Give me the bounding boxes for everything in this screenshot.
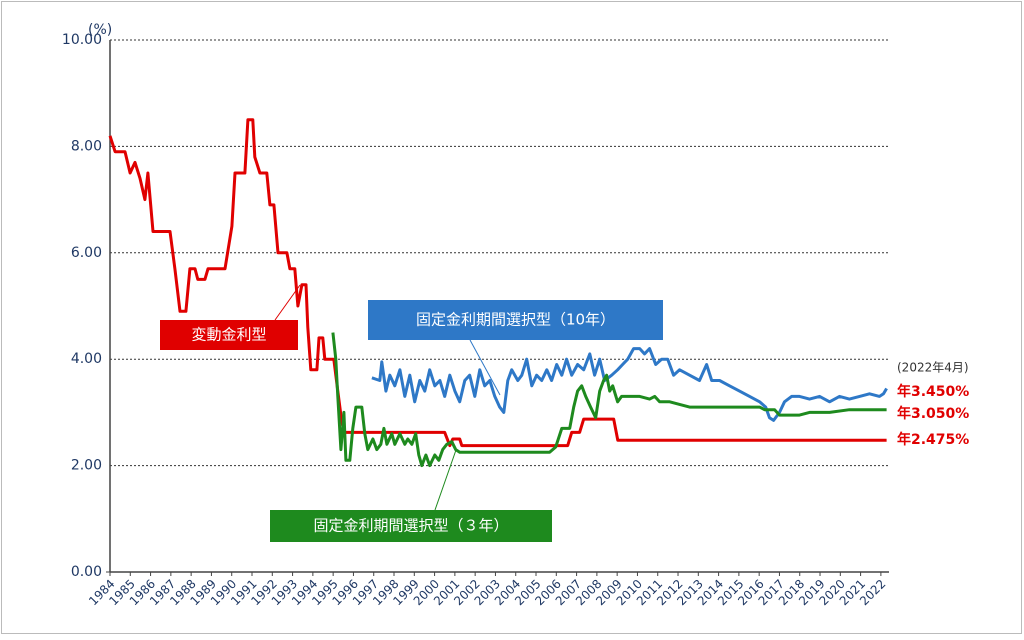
series-line — [331, 332, 887, 468]
y-tick-label: 8.00 — [71, 138, 102, 154]
end-label: 年3.450% — [897, 383, 969, 400]
series-label: 固定金利期間選択型（10年） — [416, 311, 615, 329]
unit-label: (%) — [88, 22, 112, 38]
end-label: 年3.050% — [897, 405, 969, 422]
end-label: 年2.475% — [897, 431, 969, 448]
y-tick-label: 10.00 — [62, 32, 102, 48]
y-tick-label: 4.00 — [71, 351, 102, 367]
label-box — [270, 510, 552, 542]
series-label: 変動金利型 — [191, 326, 266, 344]
series-line — [371, 347, 888, 422]
series-line — [108, 118, 887, 448]
label-connector — [274, 284, 301, 321]
y-tick-label: 6.00 — [71, 245, 102, 261]
label-box — [160, 320, 298, 350]
y-tick-label: 0.00 — [71, 564, 102, 580]
y-tick-label: 2.00 — [71, 458, 102, 474]
label-box — [368, 300, 663, 340]
series-label: 固定金利期間選択型（３年） — [313, 517, 508, 535]
annotation: (2022年4月) — [897, 361, 969, 375]
label-connector — [469, 339, 501, 396]
label-connector — [434, 449, 457, 511]
